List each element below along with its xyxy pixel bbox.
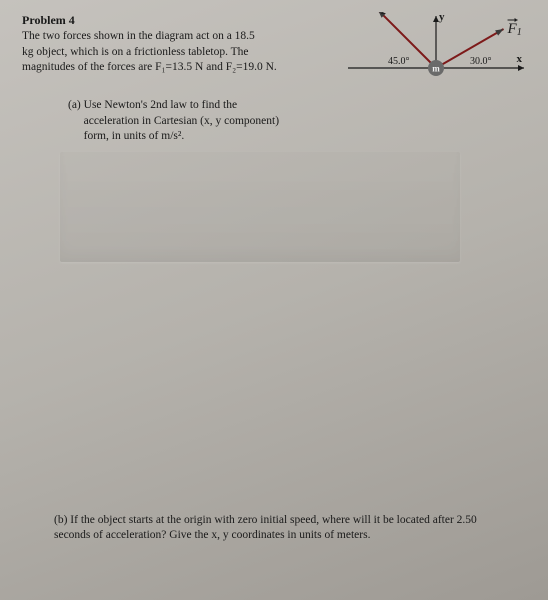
embedded-figure-shadow xyxy=(60,152,460,262)
svg-text:y: y xyxy=(439,12,445,23)
part-a: (a) Use Newton's 2nd law to find the (a)… xyxy=(68,98,338,145)
problem-line: The two forces shown in the diagram act … xyxy=(22,29,322,45)
header-row: Problem 4 The two forces shown in the di… xyxy=(22,12,520,84)
svg-text:F1: F1 xyxy=(507,21,522,38)
part-b-text: If the object starts at the origin with … xyxy=(54,514,477,542)
svg-text:F2: F2 xyxy=(371,12,386,17)
part-a-label: (a) xyxy=(68,99,81,111)
svg-text:m: m xyxy=(432,64,440,74)
svg-text:30.0°: 30.0° xyxy=(470,56,492,67)
part-a-line: form, in units of m/s². xyxy=(84,130,185,142)
problem-title: Problem 4 xyxy=(22,12,322,28)
worksheet-page: Problem 4 The two forces shown in the di… xyxy=(0,0,548,600)
part-a-line: acceleration in Cartesian (x, y componen… xyxy=(84,115,279,127)
part-a-line: Use Newton's 2nd law to find the xyxy=(84,99,237,111)
diagram-svg: m y x F1 F2 30.0° 45.0° xyxy=(330,12,530,84)
problem-line: magnitudes of the forces are F₁=13.5 N a… xyxy=(22,60,322,76)
svg-text:45.0°: 45.0° xyxy=(388,56,410,67)
part-b: (b) If the object starts at the origin w… xyxy=(54,513,508,544)
problem-line: kg object, which is on a frictionless ta… xyxy=(22,45,322,61)
svg-text:x: x xyxy=(517,53,523,65)
problem-statement: Problem 4 The two forces shown in the di… xyxy=(22,12,322,76)
force-diagram: m y x F1 F2 30.0° 45.0° xyxy=(330,12,530,84)
part-b-label: (b) xyxy=(54,514,67,526)
